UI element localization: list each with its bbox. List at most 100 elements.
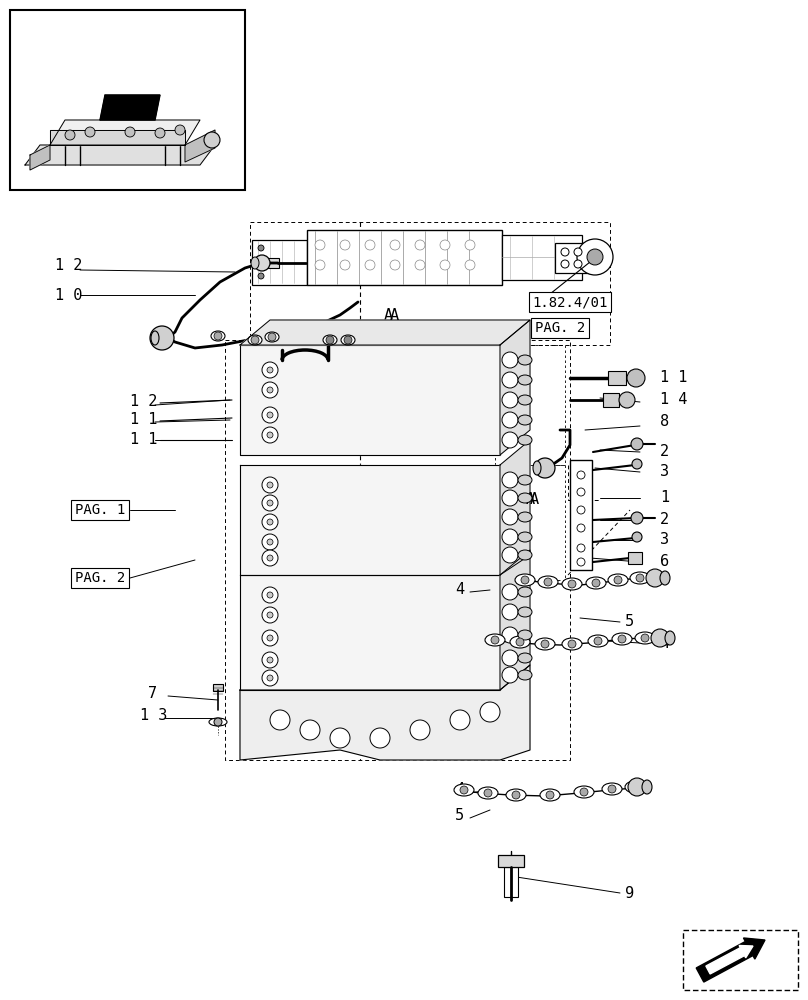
- Circle shape: [262, 427, 278, 443]
- Ellipse shape: [538, 576, 558, 588]
- Circle shape: [577, 506, 585, 514]
- Text: 2: 2: [660, 512, 669, 528]
- Ellipse shape: [533, 461, 541, 475]
- Ellipse shape: [518, 415, 532, 425]
- Ellipse shape: [518, 395, 532, 405]
- Circle shape: [580, 788, 588, 796]
- Circle shape: [267, 482, 273, 488]
- Circle shape: [267, 519, 273, 525]
- FancyArrow shape: [696, 938, 765, 982]
- Ellipse shape: [518, 630, 532, 640]
- Circle shape: [619, 392, 635, 408]
- Ellipse shape: [515, 574, 535, 586]
- Circle shape: [410, 720, 430, 740]
- Circle shape: [502, 432, 518, 448]
- Circle shape: [502, 472, 518, 488]
- Circle shape: [267, 500, 273, 506]
- Ellipse shape: [518, 512, 532, 522]
- Circle shape: [561, 248, 569, 256]
- Bar: [504, 867, 518, 897]
- Polygon shape: [30, 145, 50, 170]
- Circle shape: [502, 584, 518, 600]
- Polygon shape: [100, 95, 160, 120]
- Text: 3: 3: [660, 464, 669, 480]
- Ellipse shape: [341, 335, 355, 345]
- Ellipse shape: [518, 607, 532, 617]
- Bar: [502, 235, 582, 280]
- Text: 1 1: 1 1: [660, 370, 688, 385]
- Ellipse shape: [586, 577, 606, 589]
- Ellipse shape: [612, 633, 632, 645]
- Ellipse shape: [323, 335, 337, 345]
- Text: 4: 4: [455, 782, 464, 798]
- Ellipse shape: [588, 635, 608, 647]
- Circle shape: [502, 352, 518, 368]
- Circle shape: [267, 367, 273, 373]
- Circle shape: [370, 728, 390, 748]
- Circle shape: [546, 791, 554, 799]
- Ellipse shape: [642, 780, 652, 794]
- Circle shape: [268, 333, 276, 341]
- Circle shape: [502, 627, 518, 643]
- Circle shape: [262, 407, 278, 423]
- Circle shape: [608, 785, 616, 793]
- Ellipse shape: [518, 475, 532, 485]
- Polygon shape: [25, 145, 215, 165]
- Ellipse shape: [518, 493, 532, 503]
- Text: A: A: [525, 492, 535, 508]
- Circle shape: [262, 382, 278, 398]
- Polygon shape: [240, 345, 500, 455]
- Ellipse shape: [518, 355, 532, 365]
- Text: 3: 3: [660, 532, 669, 548]
- Circle shape: [390, 260, 400, 270]
- Bar: [603, 393, 619, 407]
- Circle shape: [502, 667, 518, 683]
- Bar: [683, 930, 798, 990]
- Circle shape: [568, 640, 576, 648]
- Ellipse shape: [506, 789, 526, 801]
- Circle shape: [632, 532, 642, 542]
- Ellipse shape: [518, 670, 532, 680]
- Circle shape: [65, 130, 75, 140]
- Circle shape: [315, 240, 325, 250]
- Circle shape: [574, 248, 582, 256]
- Ellipse shape: [518, 653, 532, 663]
- Text: 6: 6: [660, 554, 669, 570]
- Circle shape: [267, 432, 273, 438]
- Text: 8: 8: [660, 414, 669, 430]
- Circle shape: [568, 580, 576, 588]
- FancyArrow shape: [706, 945, 753, 974]
- Circle shape: [561, 260, 569, 268]
- Polygon shape: [185, 130, 215, 162]
- Circle shape: [516, 638, 524, 646]
- Ellipse shape: [248, 335, 262, 345]
- Circle shape: [258, 259, 264, 265]
- Circle shape: [502, 529, 518, 545]
- Circle shape: [330, 728, 350, 748]
- Ellipse shape: [518, 532, 532, 542]
- Circle shape: [270, 710, 290, 730]
- Bar: [608, 371, 626, 385]
- Circle shape: [577, 524, 585, 532]
- Polygon shape: [50, 120, 200, 145]
- Circle shape: [365, 260, 375, 270]
- Circle shape: [460, 786, 468, 794]
- Text: 9: 9: [625, 886, 634, 900]
- Circle shape: [450, 710, 470, 730]
- Text: PAG. 1: PAG. 1: [75, 503, 125, 517]
- Ellipse shape: [608, 574, 628, 586]
- Circle shape: [641, 634, 649, 642]
- Text: 1 0: 1 0: [55, 288, 82, 302]
- Text: PAG. 2: PAG. 2: [75, 571, 125, 585]
- Bar: [498, 855, 524, 867]
- Circle shape: [267, 412, 273, 418]
- Circle shape: [262, 495, 278, 511]
- Polygon shape: [500, 320, 530, 455]
- Circle shape: [636, 574, 644, 582]
- Polygon shape: [500, 440, 530, 575]
- Circle shape: [512, 791, 520, 799]
- Circle shape: [390, 240, 400, 250]
- Circle shape: [502, 650, 518, 666]
- Text: 7: 7: [148, 686, 157, 700]
- Circle shape: [594, 637, 602, 645]
